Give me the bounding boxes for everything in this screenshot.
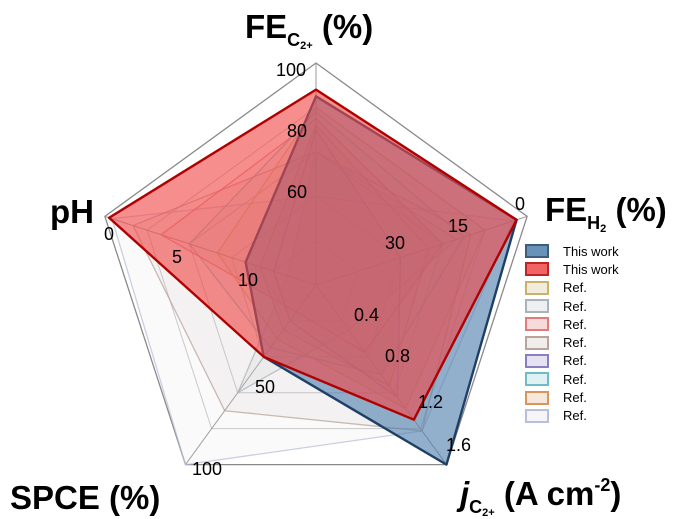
- legend-label: Ref.: [563, 390, 587, 406]
- legend-swatch: [525, 244, 549, 259]
- legend-swatch: [525, 390, 549, 405]
- tick-label: 15: [448, 216, 468, 236]
- legend-label: Ref.: [563, 298, 587, 314]
- tick-label: 1.6: [446, 435, 471, 455]
- legend-swatch: [525, 372, 549, 387]
- legend-item: Ref.: [525, 279, 619, 297]
- tick-label: 60: [287, 182, 307, 202]
- tick-label: 80: [287, 121, 307, 141]
- radar-series: [107, 88, 518, 466]
- tick-label: 10: [238, 270, 258, 290]
- legend-item: Ref.: [525, 297, 619, 315]
- legend-swatch: [525, 262, 549, 277]
- legend-label: This work: [563, 261, 619, 277]
- axis-title-j-c2: jC2+ (A cm-2): [460, 475, 622, 519]
- legend: This work This work Ref. Ref. Ref. Ref. Ref. Re…: [525, 242, 619, 425]
- legend-label: Ref.: [563, 371, 587, 387]
- legend-swatch: [525, 335, 549, 350]
- legend-label: Ref.: [563, 280, 587, 296]
- legend-label: Ref.: [563, 335, 587, 351]
- tick-label: 1.2: [418, 392, 443, 412]
- tick-label: 100: [276, 60, 306, 80]
- grid-ring: [104, 62, 528, 466]
- legend-item: Ref.: [525, 370, 619, 388]
- legend-swatch: [525, 408, 549, 423]
- legend-swatch: [525, 317, 549, 332]
- tick-label: 0.8: [385, 346, 410, 366]
- legend-label: This work: [563, 243, 619, 259]
- tick-label: 30: [385, 233, 405, 253]
- legend-item: Ref.: [525, 315, 619, 333]
- legend-label: Ref.: [563, 408, 587, 424]
- tick-label: 100: [192, 459, 222, 479]
- tick-label: 0: [104, 224, 114, 244]
- axis-title-spce: SPCE (%): [10, 479, 161, 516]
- legend-swatch: [525, 280, 549, 295]
- tick-label: 5: [172, 247, 182, 267]
- legend-label: Ref.: [563, 353, 587, 369]
- legend-item: This work: [525, 242, 619, 260]
- legend-item: Ref.: [525, 407, 619, 425]
- legend-item: Ref.: [525, 352, 619, 370]
- series-polygon: [107, 88, 518, 421]
- tick-label: 0: [515, 194, 525, 214]
- legend-item: Ref.: [525, 388, 619, 406]
- tick-label: 50: [255, 377, 275, 397]
- axis-title-ph: pH: [50, 193, 94, 230]
- legend-swatch: [525, 299, 549, 314]
- legend-item: Ref.: [525, 333, 619, 351]
- axis-title-fe-h2: FEH2 (%): [545, 191, 667, 235]
- legend-swatch: [525, 353, 549, 368]
- legend-label: Ref.: [563, 316, 587, 332]
- tick-label: 0.4: [354, 305, 379, 325]
- legend-item: This work: [525, 260, 619, 278]
- axis-title-fe-c2: FEC2+ (%): [245, 8, 374, 52]
